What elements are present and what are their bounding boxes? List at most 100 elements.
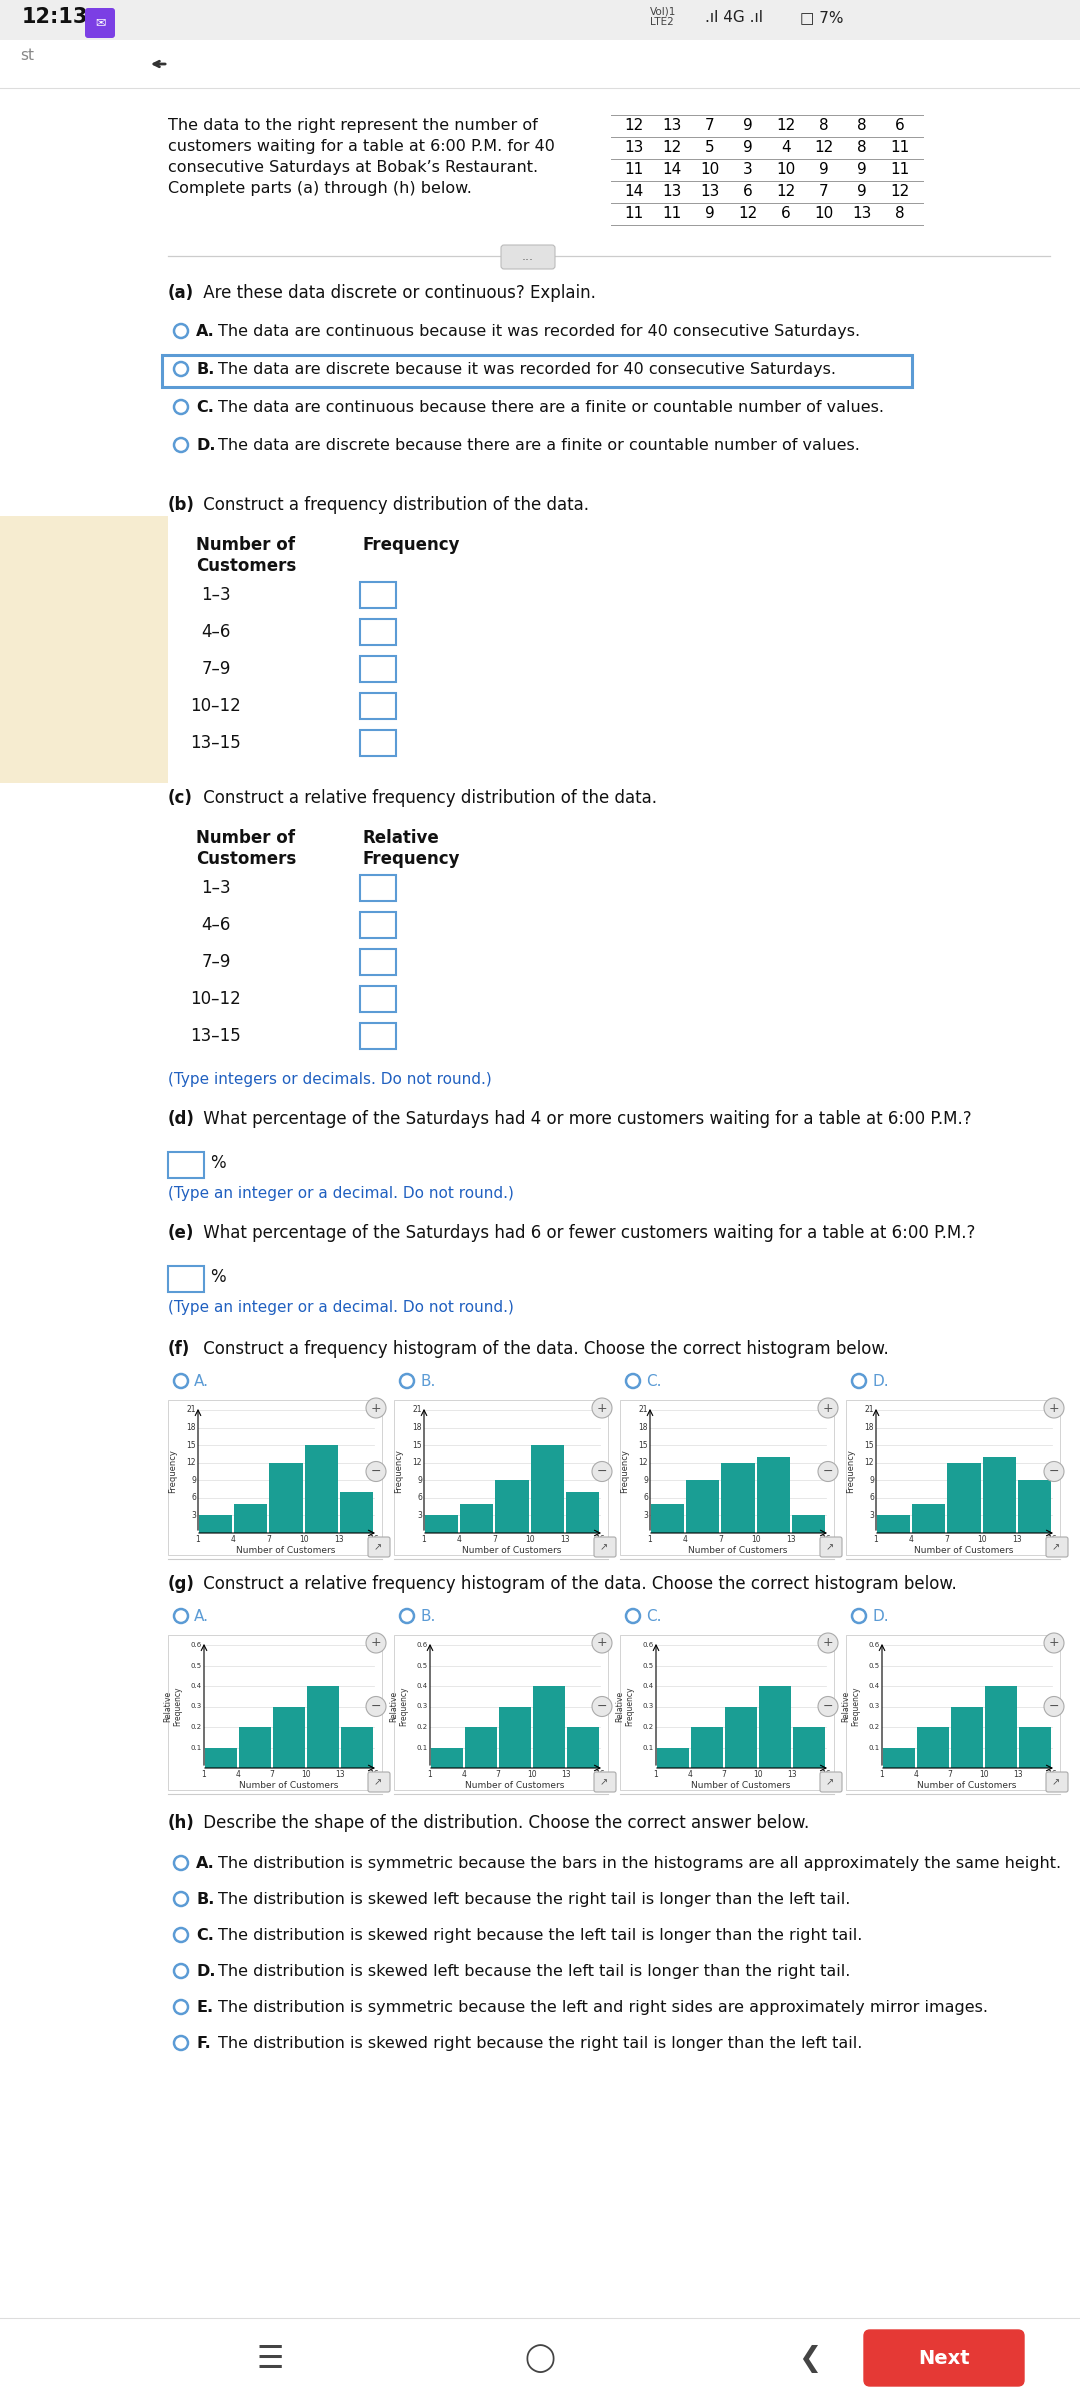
Bar (394, 1634, 608, 1790)
Bar (205, 1747, 237, 1769)
Bar (360, 694, 396, 720)
Bar (499, 1706, 531, 1769)
FancyBboxPatch shape (1047, 1771, 1068, 1793)
Text: 11: 11 (890, 163, 909, 178)
Text: 9: 9 (643, 1476, 648, 1486)
Bar (199, 1514, 232, 1534)
Text: Number of Customers: Number of Customers (237, 1546, 336, 1555)
Bar (1020, 1728, 1051, 1769)
Text: 4–6: 4–6 (201, 917, 231, 934)
Text: The data are discrete because there are a finite or countable number of values.: The data are discrete because there are … (218, 437, 860, 454)
Text: 8: 8 (858, 118, 867, 134)
Text: D.: D. (195, 1963, 216, 1980)
Text: 13: 13 (562, 1771, 571, 1778)
Text: Construct a relative frequency histogram of the data. Choose the correct histogr: Construct a relative frequency histogram… (198, 1574, 957, 1594)
Circle shape (1044, 1697, 1064, 1716)
Text: 1: 1 (421, 1536, 427, 1543)
Text: Frequency: Frequency (168, 1450, 177, 1493)
Text: A.: A. (194, 1373, 210, 1390)
Text: 0.4: 0.4 (417, 1682, 428, 1690)
Text: 13: 13 (852, 206, 872, 221)
Text: Number of Customers: Number of Customers (915, 1546, 1014, 1555)
Text: 11: 11 (662, 206, 681, 221)
Circle shape (818, 1462, 838, 1481)
Text: LTE2: LTE2 (650, 17, 674, 26)
Circle shape (592, 1632, 612, 1654)
Text: 6: 6 (417, 1493, 422, 1502)
FancyBboxPatch shape (85, 7, 114, 38)
Text: (Type an integer or a decimal. Do not round.): (Type an integer or a decimal. Do not ro… (168, 1301, 514, 1315)
Text: Construct a frequency distribution of the data.: Construct a frequency distribution of th… (198, 497, 589, 514)
Text: 7: 7 (492, 1536, 497, 1543)
Text: The data to the right represent the number of: The data to the right represent the numb… (168, 118, 538, 132)
Bar (360, 912, 396, 938)
Text: −: − (823, 1464, 834, 1478)
Bar (534, 1685, 565, 1769)
Text: 11: 11 (890, 142, 909, 156)
Bar (394, 1399, 608, 1555)
Text: −: − (1049, 1464, 1059, 1478)
Circle shape (366, 1697, 386, 1716)
Bar (273, 1706, 305, 1769)
Text: 12: 12 (890, 185, 909, 199)
Text: C.: C. (195, 1927, 214, 1944)
Bar (360, 1022, 396, 1049)
Text: 21: 21 (864, 1406, 874, 1414)
Text: C.: C. (646, 1373, 661, 1390)
Text: ◯: ◯ (525, 2345, 555, 2374)
Text: What percentage of the Saturdays had 6 or fewer customers waiting for a table at: What percentage of the Saturdays had 6 o… (198, 1224, 975, 1243)
Text: 0.5: 0.5 (417, 1663, 428, 1668)
Text: 13: 13 (786, 1536, 796, 1543)
Bar (162, 355, 912, 386)
Text: B.: B. (420, 1373, 435, 1390)
Text: 16: 16 (595, 1536, 605, 1543)
Text: 14: 14 (662, 163, 681, 178)
Text: ❮: ❮ (798, 2345, 822, 2374)
Text: 0.3: 0.3 (417, 1704, 428, 1709)
Text: 10: 10 (980, 1771, 989, 1778)
Bar (426, 1514, 458, 1534)
Text: 0.4: 0.4 (869, 1682, 880, 1690)
Text: 18: 18 (864, 1423, 874, 1433)
Circle shape (366, 1397, 386, 1418)
Bar (431, 1747, 463, 1769)
Circle shape (592, 1397, 612, 1418)
Text: What percentage of the Saturdays had 4 or more customers waiting for a table at : What percentage of the Saturdays had 4 o… (198, 1109, 972, 1128)
Text: .ıl 4G .ıl: .ıl 4G .ıl (705, 10, 762, 24)
Bar (360, 730, 396, 756)
Text: 13: 13 (335, 1771, 345, 1778)
Text: D.: D. (872, 1608, 889, 1625)
Text: 0.3: 0.3 (643, 1704, 654, 1709)
Text: 1–3: 1–3 (201, 586, 231, 605)
FancyBboxPatch shape (594, 1771, 616, 1793)
Text: %: % (210, 1267, 226, 1286)
Text: 13: 13 (561, 1536, 569, 1543)
Text: Frequency: Frequency (394, 1450, 404, 1493)
Bar (725, 1706, 757, 1769)
Text: 0.6: 0.6 (191, 1642, 202, 1649)
Circle shape (592, 1697, 612, 1716)
Text: (Type integers or decimals. Do not round.): (Type integers or decimals. Do not round… (168, 1073, 491, 1087)
Text: +: + (823, 1402, 834, 1414)
Text: 3: 3 (191, 1512, 195, 1519)
Text: −: − (1049, 1699, 1059, 1714)
Text: 7: 7 (947, 1771, 953, 1778)
Text: 0.1: 0.1 (643, 1745, 654, 1750)
Text: The data are continuous because it was recorded for 40 consecutive Saturdays.: The data are continuous because it was r… (218, 324, 860, 338)
Bar (759, 1685, 791, 1769)
Text: 4: 4 (688, 1771, 692, 1778)
Text: 9: 9 (869, 1476, 874, 1486)
Text: (h): (h) (168, 1814, 194, 1831)
Text: 7: 7 (718, 1536, 723, 1543)
Text: The data are discrete because it was recorded for 40 consecutive Saturdays.: The data are discrete because it was rec… (218, 362, 836, 377)
Text: 4: 4 (914, 1771, 918, 1778)
Text: 0.6: 0.6 (868, 1642, 880, 1649)
Text: C.: C. (195, 401, 214, 415)
FancyBboxPatch shape (820, 1771, 842, 1793)
Bar (883, 1747, 915, 1769)
Text: E.: E. (195, 1999, 213, 2016)
Bar (691, 1728, 723, 1769)
Text: 21: 21 (413, 1406, 422, 1414)
Bar (913, 1505, 945, 1534)
Text: 4: 4 (908, 1536, 914, 1543)
